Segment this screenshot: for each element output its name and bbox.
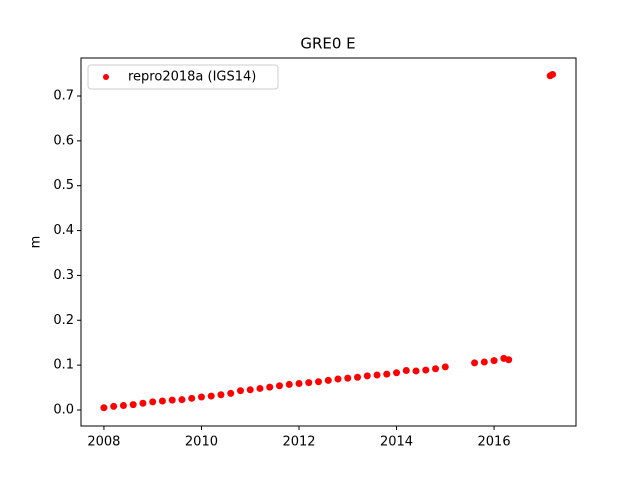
x-tick-label: 2012: [282, 435, 315, 450]
plot-frame: [80, 57, 577, 427]
chart-title: GRE0 E: [300, 35, 355, 53]
point: [227, 389, 235, 397]
point: [505, 356, 513, 364]
y-tick-label: 0.0: [53, 402, 74, 417]
y-tick-label: 0.5: [53, 178, 74, 193]
y-tick-label: 0.7: [53, 88, 74, 103]
y-tick-label: 0.6: [53, 133, 74, 148]
x-tick-label: 2010: [185, 435, 218, 450]
point: [354, 373, 362, 381]
point: [412, 367, 420, 375]
point: [471, 359, 479, 367]
legend-box: [87, 64, 279, 90]
point: [432, 365, 440, 373]
point: [285, 380, 293, 388]
point: [188, 394, 196, 402]
legend-label: repro2018a (IGS14): [128, 70, 256, 85]
y-tick-label: 0.2: [53, 313, 74, 328]
point: [549, 70, 557, 78]
point: [275, 382, 283, 390]
point: [422, 366, 430, 374]
x-tick-label: 2016: [478, 435, 511, 450]
point: [149, 398, 157, 406]
point: [324, 376, 332, 384]
point: [110, 402, 118, 410]
point: [266, 383, 274, 391]
point: [178, 396, 186, 404]
point: [129, 401, 137, 409]
point: [373, 371, 381, 379]
y-tick-label: 0.1: [53, 358, 74, 373]
point: [236, 387, 244, 395]
point: [393, 369, 401, 377]
x-tick-label: 2014: [380, 435, 413, 450]
point: [207, 392, 215, 400]
legend-marker: [103, 74, 109, 80]
point: [139, 399, 147, 407]
point: [256, 384, 264, 392]
point: [246, 386, 254, 394]
point: [344, 374, 352, 382]
point: [217, 391, 225, 399]
point: [158, 397, 166, 405]
point: [119, 402, 127, 410]
y-tick-label: 0.3: [53, 268, 74, 283]
point: [315, 378, 323, 386]
x-tick-label: 2008: [87, 435, 120, 450]
y-tick-label: 0.4: [53, 223, 74, 238]
point: [490, 357, 498, 365]
point: [441, 363, 449, 371]
point: [334, 375, 342, 383]
point: [480, 358, 488, 366]
point: [305, 379, 313, 387]
point: [197, 393, 205, 401]
point: [168, 396, 176, 404]
point: [363, 372, 371, 380]
point: [402, 367, 410, 375]
point: [100, 404, 108, 412]
point: [295, 380, 303, 388]
point: [383, 370, 391, 378]
y-axis-label: m: [29, 236, 44, 249]
